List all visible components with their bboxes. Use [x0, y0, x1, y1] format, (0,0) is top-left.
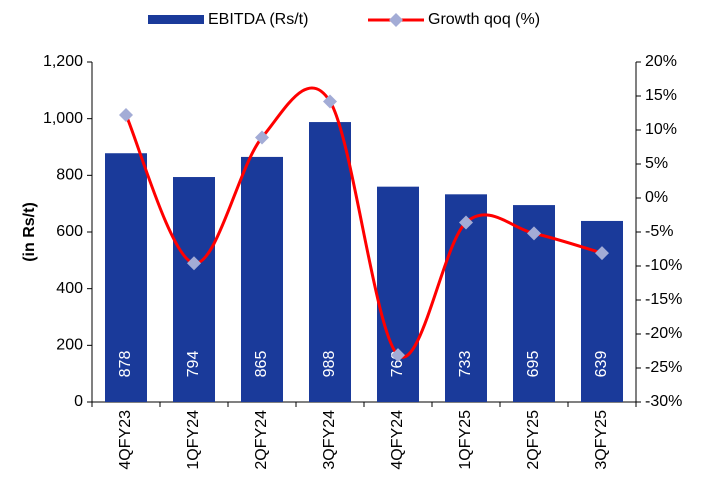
y2-tick-label: 20% [645, 53, 677, 70]
y-tick-label: 200 [56, 337, 83, 354]
data-label: 878 [117, 351, 134, 378]
data-label: 639 [593, 351, 610, 378]
y2-tick-label: 0% [645, 189, 668, 206]
marker [323, 94, 337, 109]
marker [391, 348, 405, 363]
x-tick-label: 3QFY24 [321, 410, 338, 470]
y2-tick-label: 15% [645, 87, 677, 104]
y-tick-label: 400 [56, 280, 83, 297]
bar [377, 186, 419, 402]
data-label: 733 [457, 351, 474, 378]
x-tick-label: 1QFY25 [457, 410, 474, 470]
bar [241, 156, 283, 402]
y-tick-label: 0 [74, 393, 83, 410]
y2-tick-label: -10% [645, 257, 682, 274]
marker [255, 130, 269, 145]
marker [119, 108, 133, 123]
legend-swatch [148, 15, 204, 24]
y-tick-label: 800 [56, 167, 83, 184]
y2-tick-label: -20% [645, 325, 682, 342]
bar [105, 153, 147, 402]
x-tick-label: 2QFY24 [253, 410, 270, 470]
bar [173, 177, 215, 402]
legend-marker [389, 13, 403, 27]
x-tick-label: 1QFY24 [185, 410, 202, 470]
y-tick-label: 600 [56, 223, 83, 240]
bar [309, 122, 351, 403]
data-label: 988 [321, 351, 338, 378]
marker [527, 226, 541, 241]
y-tick-label: 1,000 [43, 110, 83, 127]
y-axis-label: (in Rs/t) [21, 202, 38, 262]
data-label: 865 [253, 351, 270, 378]
x-tick-label: 3QFY25 [593, 410, 610, 470]
y2-tick-label: -25% [645, 359, 682, 376]
marker [187, 256, 201, 271]
y2-tick-label: 10% [645, 121, 677, 138]
x-tick-label: 4QFY23 [117, 410, 134, 470]
marker [459, 215, 473, 230]
y2-tick-label: -15% [645, 291, 682, 308]
y2-tick-label: -30% [645, 393, 682, 410]
x-tick-label: 4QFY24 [389, 410, 406, 470]
data-label: 794 [185, 351, 202, 378]
marker [595, 246, 609, 261]
x-tick-label: 2QFY25 [525, 410, 542, 470]
data-label: 695 [525, 351, 542, 378]
y-tick-label: 1,200 [43, 53, 83, 70]
legend-label: Growth qoq (%) [428, 11, 540, 28]
y2-tick-label: -5% [645, 223, 673, 240]
y2-tick-label: 5% [645, 155, 668, 172]
legend-label: EBITDA (Rs/t) [208, 11, 308, 28]
